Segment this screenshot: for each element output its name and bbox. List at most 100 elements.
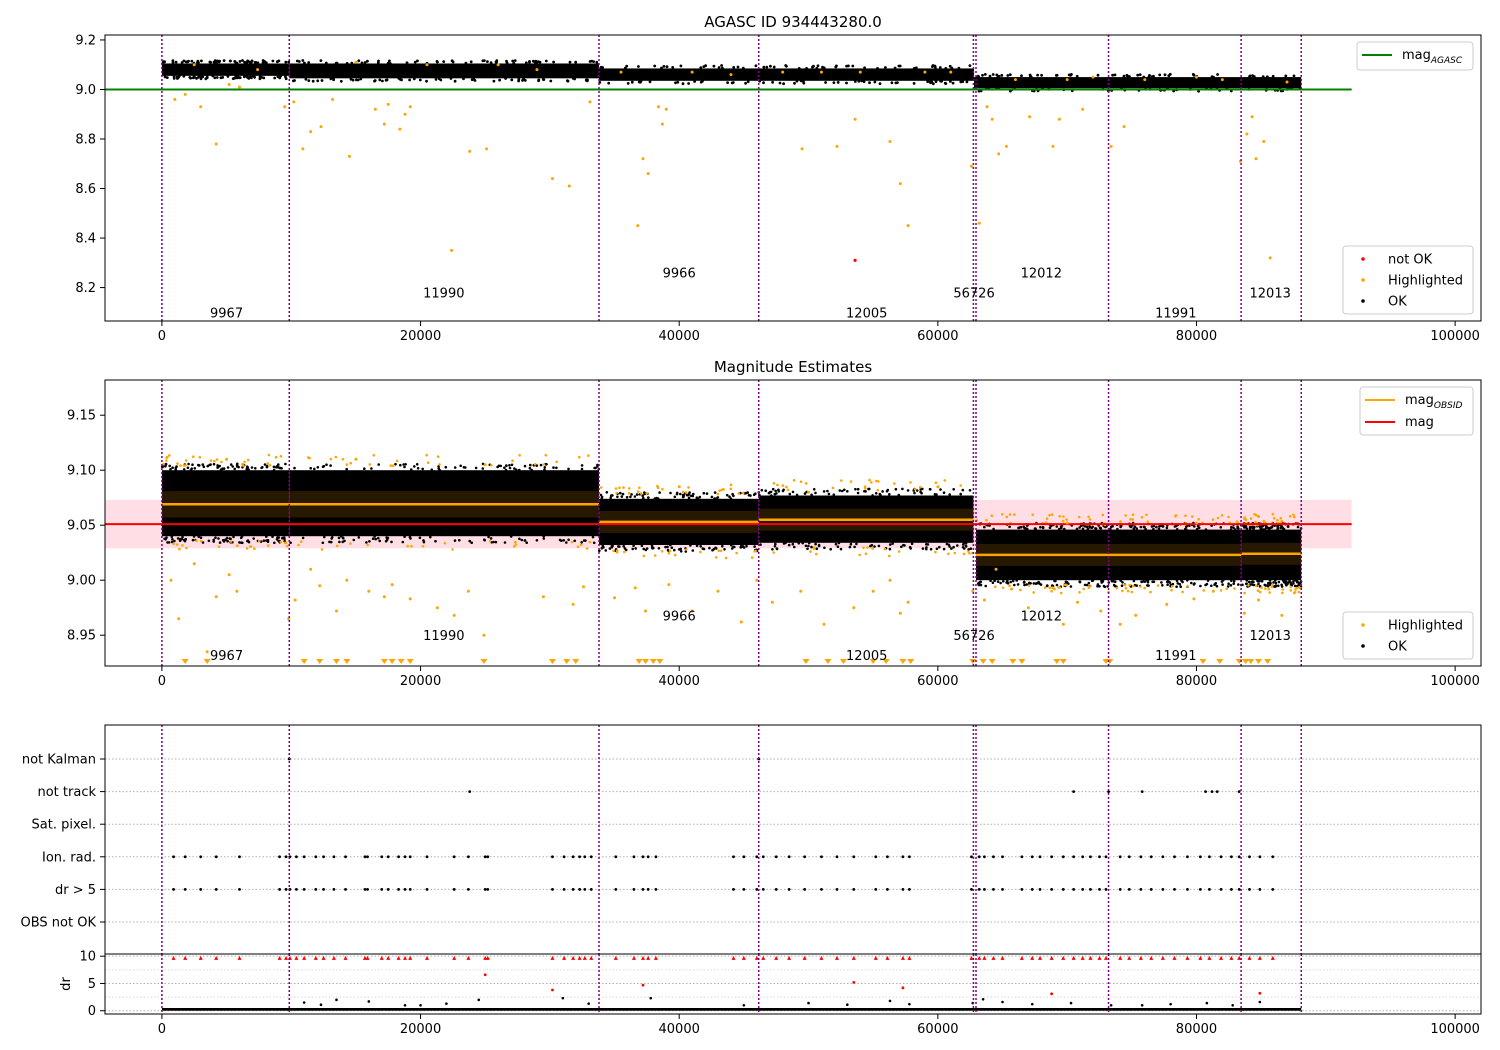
ok-point <box>964 544 968 547</box>
flag-point <box>589 855 593 859</box>
ok-point <box>1285 580 1288 583</box>
out-of-range-marker <box>899 659 907 664</box>
ok-point <box>1005 581 1008 584</box>
ok-point <box>1237 583 1240 586</box>
dr-ok-point <box>846 1003 849 1007</box>
ok-point <box>245 465 249 469</box>
dr-capped-marker <box>787 955 792 960</box>
ok-point <box>1081 527 1085 531</box>
highlighted-point <box>1219 589 1223 592</box>
ok-point <box>524 61 528 65</box>
ok-point <box>1277 584 1280 588</box>
highlighted-point <box>673 553 677 557</box>
ok-point <box>803 492 807 495</box>
flag-point <box>742 888 746 891</box>
dr-capped-marker <box>425 955 430 960</box>
ok-point <box>935 547 939 551</box>
ok-point <box>209 60 213 64</box>
ok-point <box>1064 580 1068 584</box>
y-tick-label: 9.15 <box>67 409 96 424</box>
highlighted-point <box>1289 585 1293 589</box>
highlighted-point <box>618 486 621 490</box>
ok-point <box>193 467 197 470</box>
highlighted-point <box>668 549 672 553</box>
highlighted-point <box>785 485 788 489</box>
ok-point <box>1008 525 1011 529</box>
highlighted-point <box>735 551 738 555</box>
highlighted-point <box>214 595 218 599</box>
ok-point <box>275 466 278 469</box>
highlighted-point <box>1001 513 1004 516</box>
ok-point <box>1226 585 1230 588</box>
ok-point <box>487 535 490 539</box>
ok-point <box>725 493 729 497</box>
ok-point <box>166 541 169 544</box>
ok-point <box>221 467 224 471</box>
highlighted-point <box>177 617 181 621</box>
highlighted-point <box>918 486 922 489</box>
out-of-range-marker <box>332 659 340 664</box>
highlighted-point <box>690 609 694 613</box>
ok-point <box>388 59 391 63</box>
highlighted-point <box>1027 584 1031 587</box>
highlighted-point <box>1005 515 1009 519</box>
ok-point <box>537 78 541 82</box>
highlighted-point <box>968 552 971 555</box>
ok-point <box>1136 73 1140 77</box>
highlighted-point <box>368 463 372 466</box>
highlighted-point <box>436 455 440 458</box>
ok-point <box>266 538 270 542</box>
ok-point <box>1259 528 1263 531</box>
ok-point <box>804 544 808 548</box>
highlighted-point <box>653 554 657 557</box>
highlighted-point <box>1087 515 1090 519</box>
ok-point <box>938 545 941 549</box>
flag-point <box>408 855 412 859</box>
ok-point <box>1210 584 1213 588</box>
ok-point <box>948 493 951 496</box>
ok-point <box>543 468 546 472</box>
ok-point <box>329 77 333 81</box>
ok-point <box>632 544 635 547</box>
ok-point <box>729 497 733 500</box>
highlighted-point <box>613 596 617 600</box>
highlighted-point <box>615 491 618 495</box>
highlighted-point <box>1101 513 1105 517</box>
highlighted-point <box>959 484 962 487</box>
highlighted-point <box>638 486 641 490</box>
ok-point <box>192 535 196 538</box>
flag-point <box>1258 888 1262 891</box>
highlighted-point <box>542 463 546 466</box>
ok-point <box>1041 526 1045 530</box>
ok-point <box>811 65 814 69</box>
highlighted-point <box>1143 78 1147 82</box>
ok-point <box>762 81 765 85</box>
ok-point <box>965 80 969 84</box>
highlighted-point <box>286 544 289 548</box>
ok-point <box>1063 527 1066 531</box>
highlighted-point <box>578 455 581 459</box>
ok-point <box>251 74 255 78</box>
ok-point <box>726 81 729 84</box>
flag-point <box>425 888 429 891</box>
highlighted-point <box>1078 591 1081 594</box>
ok-point <box>869 544 872 548</box>
highlighted-point <box>408 597 412 601</box>
ok-point <box>1016 583 1020 586</box>
flag-point <box>1161 888 1165 891</box>
dr-capped-marker <box>1229 955 1234 960</box>
flag-point <box>907 855 911 859</box>
highlighted-point <box>184 459 188 462</box>
ok-point <box>1252 580 1255 584</box>
ok-point <box>651 546 654 549</box>
flag-point <box>1050 855 1054 859</box>
ok-point <box>1212 75 1215 79</box>
ok-point <box>979 583 983 587</box>
ok-point <box>271 535 274 538</box>
dr-capped-marker <box>907 955 912 960</box>
highlighted-point <box>1165 602 1169 606</box>
highlighted-point <box>1134 613 1138 617</box>
dr-capped-marker <box>1207 955 1212 960</box>
